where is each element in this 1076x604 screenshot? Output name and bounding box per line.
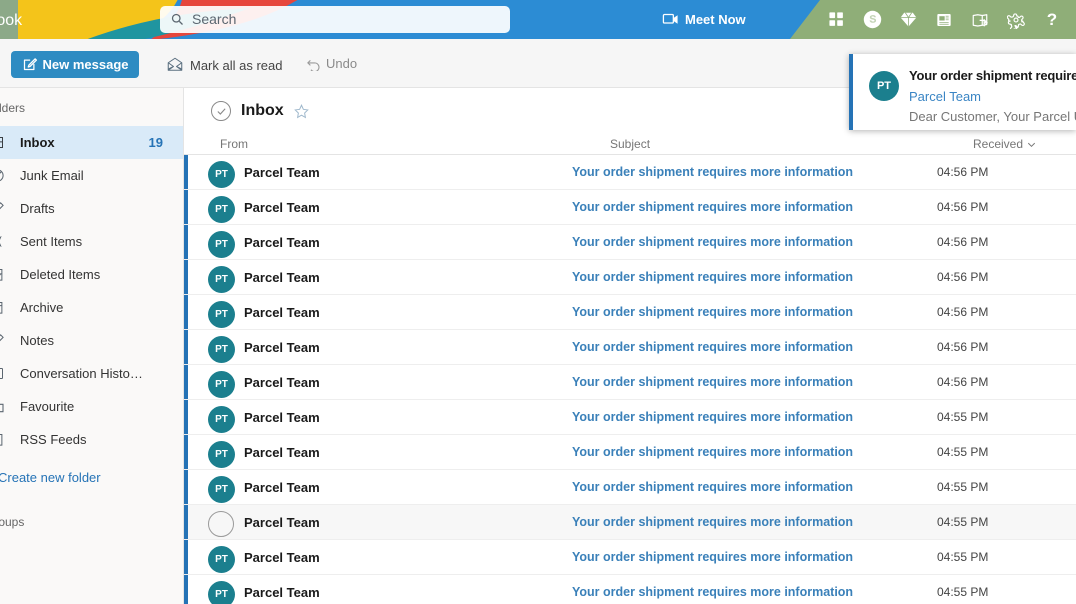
svg-text:Outlook: Outlook [0, 12, 23, 29]
